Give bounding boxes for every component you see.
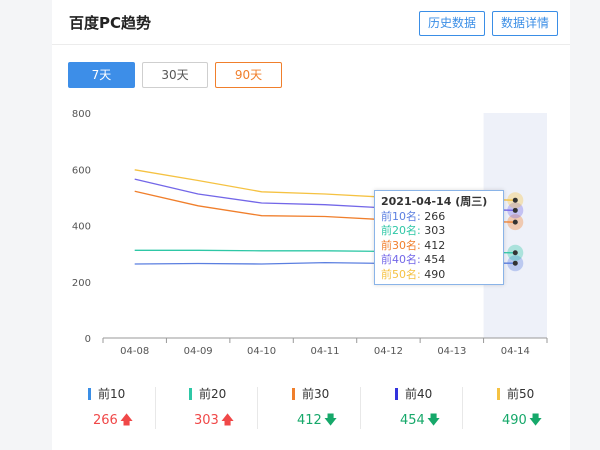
tooltip-row-value: 412 <box>424 238 446 252</box>
legend-item-top20[interactable]: 前20 303 🡅 <box>189 385 279 435</box>
tooltip-row-value: 266 <box>424 209 446 223</box>
legend-value-number: 454 <box>400 413 425 428</box>
legend-value: 412 🡇 <box>297 411 337 433</box>
legend-separator <box>462 387 463 429</box>
x-tick-label: 04-12 <box>374 346 403 357</box>
tooltip-date: 2021-04-14 (周三) <box>381 195 488 208</box>
tooltip-row-label: 前10名: <box>381 209 421 223</box>
x-tick-label: 04-08 <box>120 346 149 357</box>
y-tick-label: 0 <box>85 334 91 345</box>
legend-color-bar <box>189 388 192 400</box>
tooltip-row: 前40名: 454 <box>381 253 497 268</box>
tooltip-row-label: 前30名: <box>381 238 421 252</box>
card-title: 百度PC趋势 <box>69 14 152 32</box>
legend-item-top50[interactable]: 前50 490 🡇 <box>497 385 587 435</box>
legend-name: 前20 <box>199 387 227 401</box>
tooltip-row-label: 前40名: <box>381 253 421 266</box>
legend-item-top30[interactable]: 前30 412 🡇 <box>292 385 382 435</box>
legend-color-bar <box>395 388 398 400</box>
legend-summary: 前10 266 🡅 前20 303 🡅 前30 412 🡇 前40 454 🡇 前50 … <box>52 385 570 435</box>
header-divider <box>52 44 570 45</box>
range-30-days-button[interactable]: 30天 <box>142 62 208 88</box>
tooltip-row-label: 前50名: <box>381 267 421 281</box>
legend-value: 490 🡇 <box>502 411 542 433</box>
y-tick-label: 200 <box>72 278 91 289</box>
tooltip-row: 前20名: 303 <box>381 224 497 239</box>
chart-tooltip: 2021-04-14 (周三) 前10名: 266 前20名: 303 前30名… <box>374 190 504 285</box>
arrow-down-icon: 🡇 <box>426 413 441 428</box>
legend-value-number: 303 <box>194 413 219 428</box>
x-tick-label: 04-14 <box>501 346 530 357</box>
legend-color-bar <box>497 388 500 400</box>
tooltip-row-value: 454 <box>424 253 446 266</box>
legend-color-bar <box>292 388 295 400</box>
x-tick-label: 04-10 <box>247 346 276 357</box>
y-tick-label: 800 <box>72 109 91 120</box>
arrow-up-icon: 🡅 <box>220 413 235 428</box>
tooltip-row-label: 前20名: <box>381 224 421 237</box>
legend-separator <box>257 387 258 429</box>
arrow-down-icon: 🡇 <box>528 413 543 428</box>
legend-name: 前30 <box>302 387 330 401</box>
legend-item-top10[interactable]: 前10 266 🡅 <box>88 385 178 435</box>
y-tick-label: 400 <box>72 222 91 233</box>
legend-name: 前40 <box>405 387 433 401</box>
legend-value: 266 🡅 <box>93 411 133 433</box>
legend-value-number: 266 <box>93 413 118 428</box>
data-point <box>512 219 518 225</box>
history-data-button[interactable]: 历史数据 <box>419 11 485 36</box>
y-tick-label: 600 <box>72 165 91 176</box>
tooltip-row: 前10名: 266 <box>381 210 497 225</box>
legend-color-bar <box>88 388 91 400</box>
legend-separator <box>155 387 156 429</box>
legend-separator <box>360 387 361 429</box>
tooltip-row: 前50名: 490 <box>381 268 497 283</box>
x-tick-label: 04-13 <box>437 346 466 357</box>
arrow-down-icon: 🡇 <box>323 413 338 428</box>
x-tick-label: 04-09 <box>184 346 213 357</box>
data-point <box>512 250 518 256</box>
x-tick-label: 04-11 <box>310 346 339 357</box>
range-7-days-button[interactable]: 7天 <box>68 62 135 88</box>
legend-value: 303 🡅 <box>194 411 234 433</box>
legend-item-top40[interactable]: 前40 454 🡇 <box>395 385 485 435</box>
legend-value: 454 🡇 <box>400 411 440 433</box>
trend-card: 百度PC趋势 历史数据 数据详情 7天 30天 90天 0 200 400 600 80… <box>52 0 570 450</box>
data-detail-button[interactable]: 数据详情 <box>492 11 558 36</box>
legend-value-number: 490 <box>502 413 527 428</box>
tooltip-row-value: 490 <box>424 267 446 281</box>
arrow-up-icon: 🡅 <box>119 413 134 428</box>
data-point <box>512 260 518 266</box>
tooltip-row: 前30名: 412 <box>381 239 497 254</box>
tooltip-row-value: 303 <box>424 224 446 237</box>
legend-value-number: 412 <box>297 413 322 428</box>
data-point <box>512 197 518 203</box>
legend-name: 前50 <box>507 387 535 401</box>
range-90-days-button[interactable]: 90天 <box>215 62 282 88</box>
legend-name: 前10 <box>98 387 126 401</box>
data-point <box>512 207 518 213</box>
